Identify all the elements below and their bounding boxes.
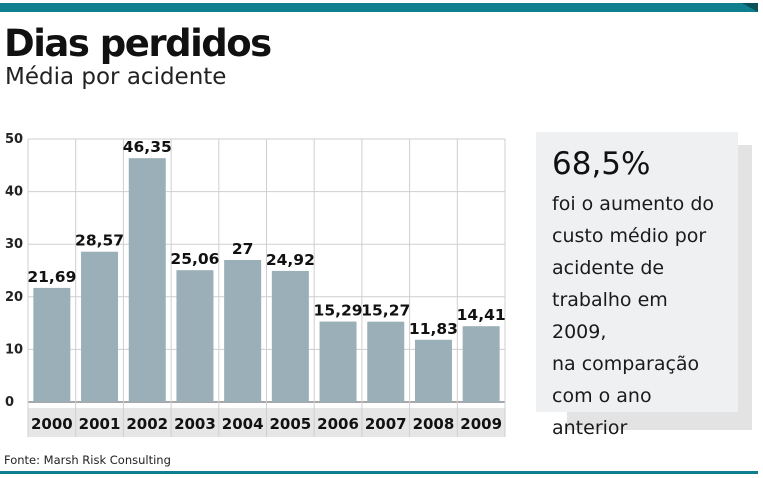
x-tick-label: 2002 [126,415,168,433]
top-rule-tip [742,3,758,12]
y-tick-label: 50 [5,132,23,147]
x-tick-label: 2000 [31,415,73,433]
bar-value-label: 24,92 [266,251,315,269]
top-rule [0,3,758,12]
source-note: Fonte: Marsh Risk Consulting [4,453,171,467]
bar-value-label: 46,35 [123,138,172,156]
y-tick-label: 20 [5,290,23,305]
y-tick-label: 0 [5,395,14,410]
bottom-rule [0,471,758,474]
bar [81,251,119,402]
x-tick-label: 2009 [460,415,502,433]
x-tick-label: 2008 [413,415,455,433]
bar [462,326,500,402]
x-tick-label: 2003 [174,415,216,433]
y-tick-label: 30 [5,237,23,252]
x-tick-label: 2005 [269,415,311,433]
x-tick-label: 2001 [79,415,121,433]
bar-value-label: 14,41 [457,306,506,324]
callout-text: foi o aumento do custo médio por acident… [552,193,715,439]
bar-value-label: 28,57 [75,232,124,250]
x-tick-label: 2004 [222,415,264,433]
bar-value-label: 11,83 [409,320,458,338]
y-tick-label: 40 [5,185,23,200]
bar [176,270,214,402]
bar [33,287,71,402]
bar [414,339,452,402]
chart-title: Dias perdidos [4,22,272,65]
callout-stat: 68,5% [552,146,651,182]
bar-value-label: 27 [232,240,254,258]
bar [271,270,309,402]
bar-value-label: 15,29 [314,302,363,320]
bar [224,259,262,402]
chart-subtitle: Média por acidente [5,64,227,90]
bar [367,321,405,402]
bar-value-label: 25,06 [170,250,219,268]
bar [128,158,166,402]
bar [319,321,357,402]
bar-value-label: 21,69 [27,268,76,286]
callout-box: 68,5% foi o aumento do custo médio por a… [536,132,738,439]
y-tick-label: 10 [5,342,23,357]
chart-labels: 0 10 20 30 40 50 21,69 2000 28,57 2001 46,35 2002 25… [5,132,506,433]
chart-bars [33,158,500,402]
x-tick-label: 2006 [317,415,359,433]
bar-value-label: 15,27 [361,302,410,320]
x-tick-label: 2007 [365,415,407,433]
bar-chart: 0 10 20 30 40 50 21,69 2000 28,57 2001 46,35 2002 25… [5,132,506,437]
